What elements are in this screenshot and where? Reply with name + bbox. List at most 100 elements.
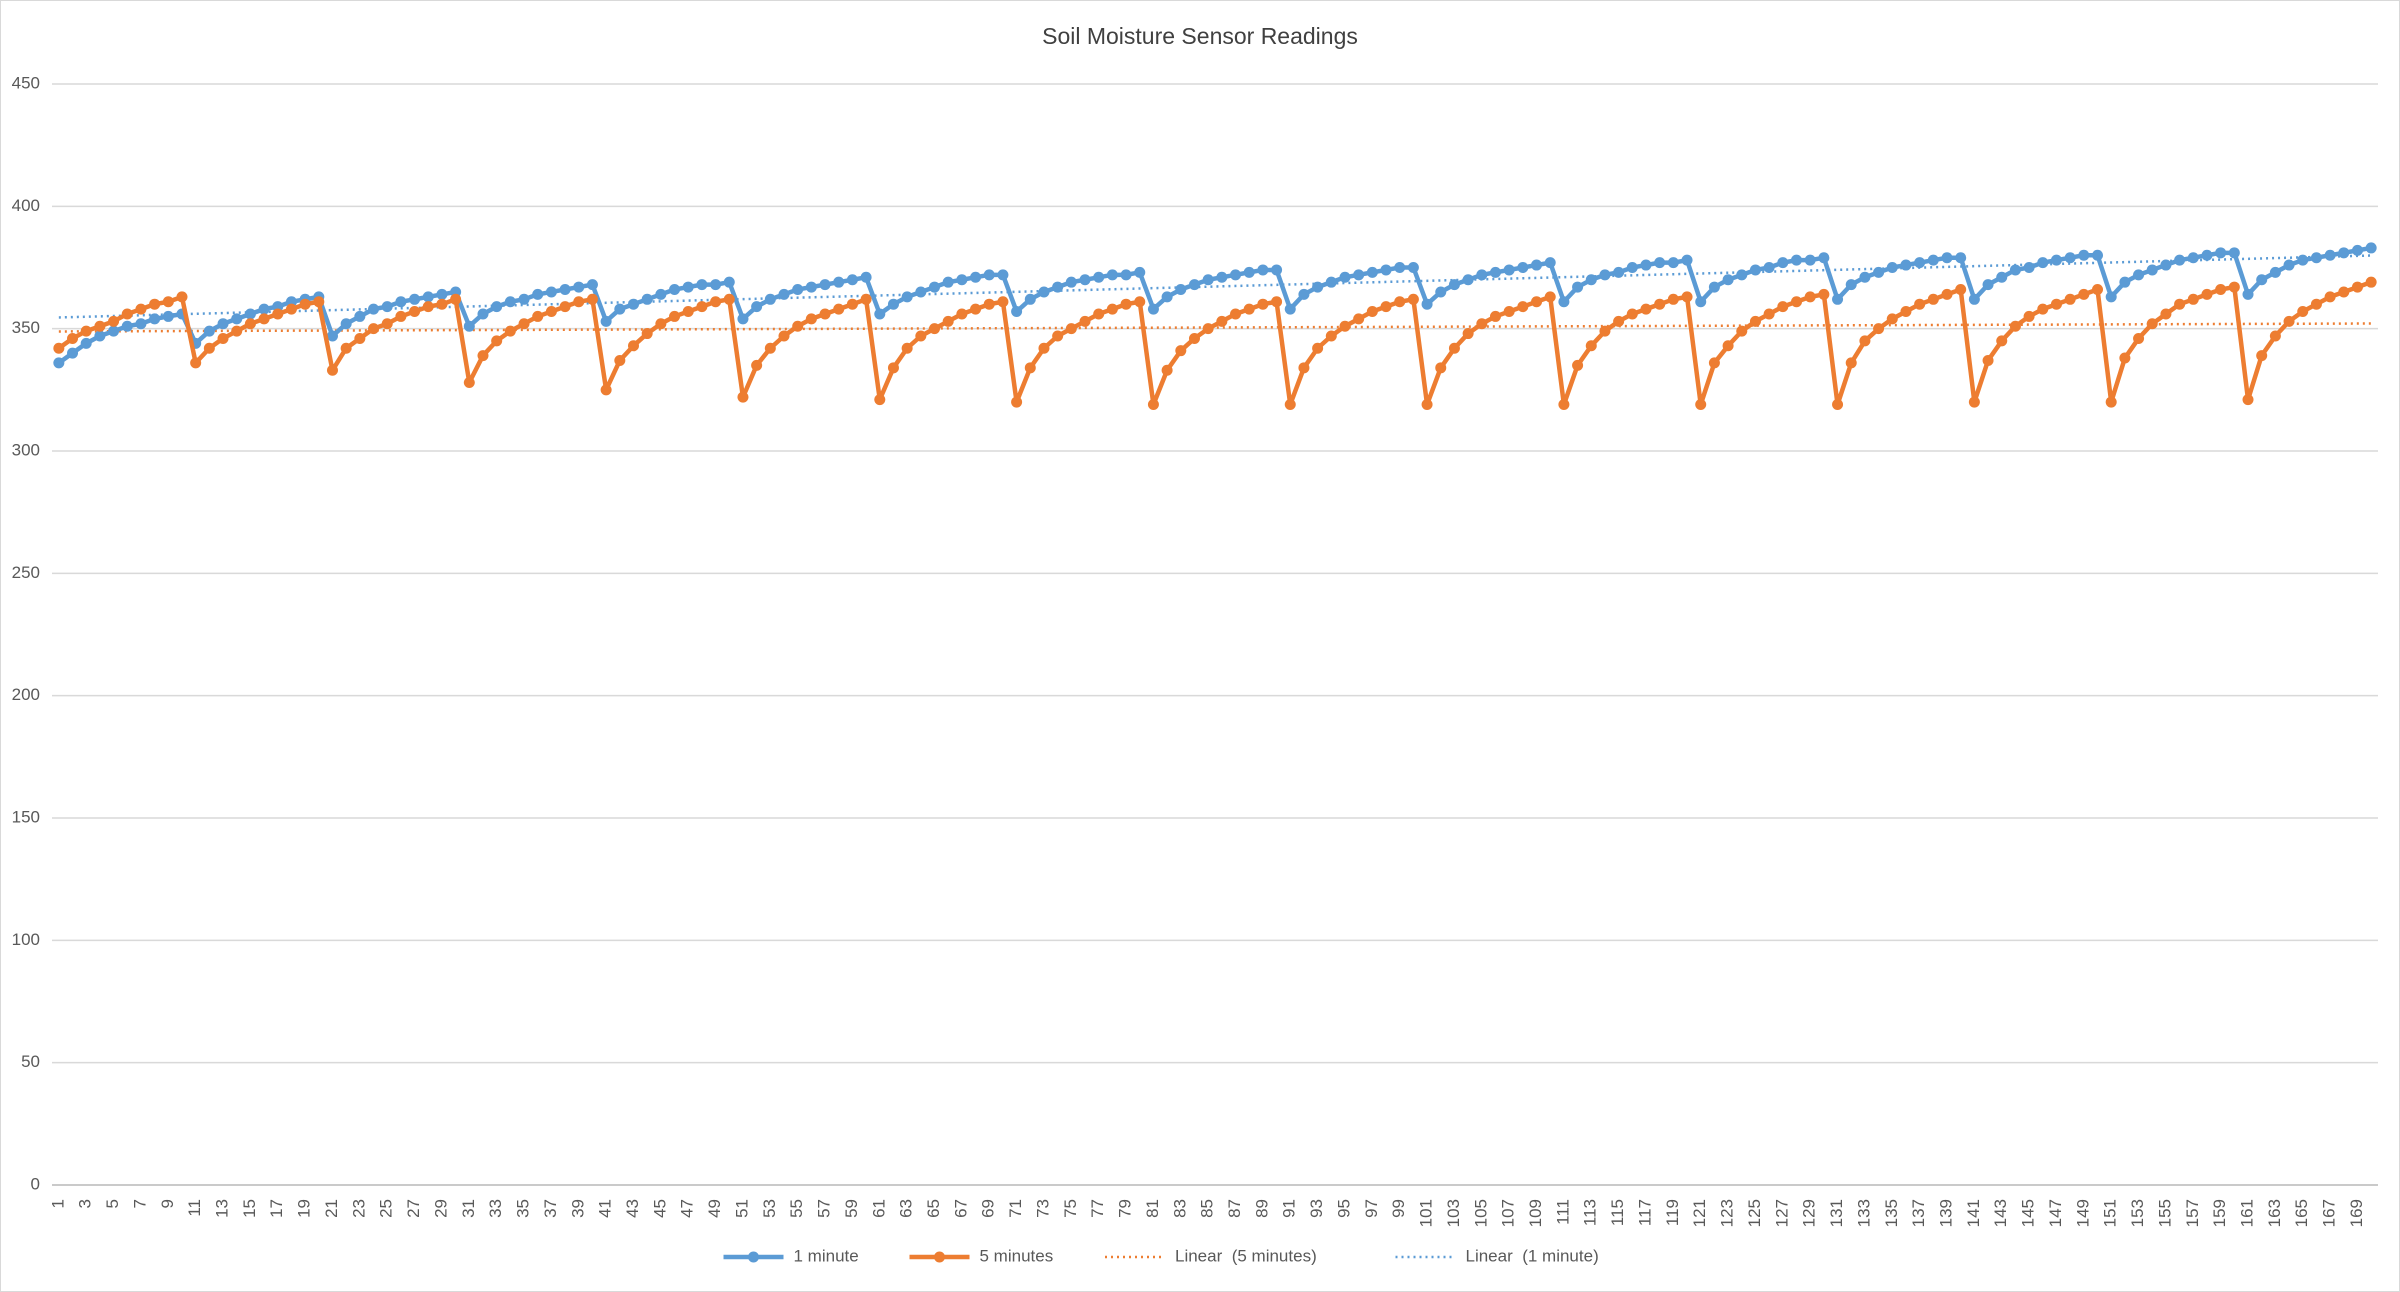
data-point <box>1927 293 1939 305</box>
x-tick-label: 85 <box>1198 1199 1217 1218</box>
data-point <box>586 279 598 291</box>
data-point <box>1202 323 1214 335</box>
data-point <box>1298 288 1310 300</box>
data-point <box>970 303 982 315</box>
data-point <box>176 291 188 303</box>
data-point <box>477 308 489 320</box>
data-point <box>1120 269 1132 281</box>
data-point <box>1243 266 1255 278</box>
x-tick-label: 21 <box>322 1199 341 1218</box>
data-point <box>915 286 927 298</box>
x-tick-label: 145 <box>2019 1199 2038 1227</box>
x-tick-label: 125 <box>1745 1199 1764 1227</box>
data-point <box>723 293 735 305</box>
data-point <box>1161 291 1173 303</box>
data-point <box>887 362 899 374</box>
data-point <box>2037 303 2049 315</box>
y-tick-label: 200 <box>12 685 40 704</box>
data-point <box>2187 293 2199 305</box>
data-point <box>860 271 872 283</box>
data-point <box>929 281 941 293</box>
data-point <box>1845 357 1857 369</box>
x-tick-label: 19 <box>295 1199 314 1218</box>
x-tick-label: 103 <box>1444 1199 1463 1227</box>
data-point <box>846 274 858 286</box>
data-point <box>1886 313 1898 325</box>
data-point <box>1489 310 1501 322</box>
data-point <box>1134 266 1146 278</box>
data-point <box>2365 276 2377 288</box>
data-point <box>1011 306 1023 318</box>
data-point <box>2269 330 2281 342</box>
data-point <box>737 391 749 403</box>
data-point <box>778 330 790 342</box>
data-point <box>887 298 899 310</box>
legend-label: 5 minutes <box>980 1246 1054 1265</box>
data-point <box>2064 252 2076 264</box>
data-point <box>1613 266 1625 278</box>
data-point <box>1106 303 1118 315</box>
x-tick-label: 1 <box>48 1199 67 1208</box>
data-point <box>532 288 544 300</box>
data-point <box>929 323 941 335</box>
data-point <box>1339 271 1351 283</box>
data-point <box>696 279 708 291</box>
data-point <box>819 308 831 320</box>
x-tick-label: 75 <box>1061 1199 1080 1218</box>
data-point <box>1763 308 1775 320</box>
data-point <box>1667 293 1679 305</box>
data-point <box>2092 249 2104 261</box>
data-point <box>1024 293 1036 305</box>
data-point <box>258 313 270 325</box>
data-point <box>586 293 598 305</box>
data-point <box>983 298 995 310</box>
data-point <box>504 325 516 337</box>
data-point <box>1722 274 1734 286</box>
data-point <box>53 357 65 369</box>
data-point <box>1147 399 1159 411</box>
data-point <box>696 301 708 313</box>
x-tick-label: 57 <box>815 1199 834 1218</box>
data-point <box>409 293 421 305</box>
data-point <box>1968 396 1980 408</box>
data-point <box>2187 252 2199 264</box>
data-point <box>2078 288 2090 300</box>
data-point <box>2160 308 2172 320</box>
data-point <box>1421 298 1433 310</box>
data-point <box>956 274 968 286</box>
data-point <box>1927 254 1939 266</box>
x-tick-label: 129 <box>1800 1199 1819 1227</box>
data-point <box>1777 301 1789 313</box>
y-tick-label: 450 <box>12 73 40 92</box>
legend-label: Linear (1 minute) <box>1466 1246 1599 1265</box>
data-point <box>1749 315 1761 327</box>
data-point <box>450 293 462 305</box>
data-point <box>1859 335 1871 347</box>
data-point <box>2160 259 2172 271</box>
data-point <box>203 325 215 337</box>
data-point <box>67 347 79 359</box>
x-tick-label: 137 <box>1909 1199 1928 1227</box>
data-point <box>2297 306 2309 318</box>
x-tick-label: 131 <box>1827 1199 1846 1227</box>
data-point <box>1626 308 1638 320</box>
data-point <box>1052 281 1064 293</box>
data-point <box>805 313 817 325</box>
data-point <box>518 318 530 330</box>
data-point <box>2310 252 2322 264</box>
x-tick-label: 155 <box>2155 1199 2174 1227</box>
data-point <box>2283 315 2295 327</box>
data-point <box>326 330 338 342</box>
data-point <box>2133 269 2145 281</box>
data-point <box>559 284 571 296</box>
data-point <box>2201 249 2213 261</box>
x-tick-label: 147 <box>2046 1199 2065 1227</box>
data-point <box>313 296 325 308</box>
data-point <box>381 318 393 330</box>
x-tick-label: 87 <box>1225 1199 1244 1218</box>
data-point <box>80 337 92 349</box>
x-tick-label: 47 <box>678 1199 697 1218</box>
x-tick-label: 139 <box>1936 1199 1955 1227</box>
